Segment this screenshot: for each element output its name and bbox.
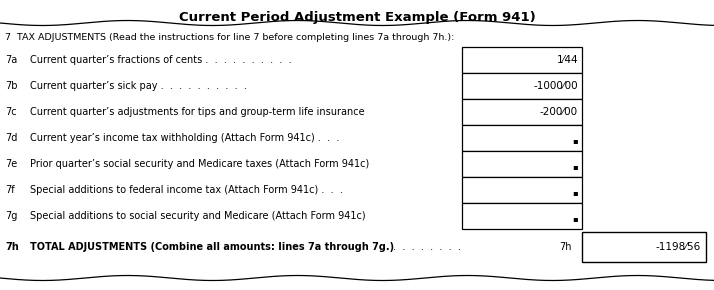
Text: 1⁄44: 1⁄44 — [556, 55, 578, 65]
Bar — [582, 232, 706, 262]
Text: 7a: 7a — [5, 55, 17, 65]
Text: 7f: 7f — [5, 185, 14, 195]
Bar — [462, 73, 582, 99]
Text: 7b: 7b — [5, 81, 18, 91]
Text: 7h: 7h — [560, 242, 572, 252]
Text: Current quarter’s adjustments for tips and group-term life insurance: Current quarter’s adjustments for tips a… — [30, 107, 365, 117]
Bar — [462, 99, 582, 125]
Bar — [462, 151, 582, 177]
Text: Current quarter’s fractions of cents .  .  .  .  .  .  .  .  .  .: Current quarter’s fractions of cents . .… — [30, 55, 295, 65]
Text: ▪: ▪ — [573, 162, 578, 171]
Bar — [462, 47, 582, 73]
Text: Current Period Adjustment Example (Form 941): Current Period Adjustment Example (Form … — [178, 11, 536, 24]
Text: Current year’s income tax withholding (Attach Form 941c) .  .  .: Current year’s income tax withholding (A… — [30, 133, 343, 143]
Text: 7g: 7g — [5, 211, 17, 221]
Text: ▪: ▪ — [573, 215, 578, 224]
Text: 7e: 7e — [5, 159, 17, 169]
Text: Current quarter’s sick pay .  .  .  .  .  .  .  .  .  .: Current quarter’s sick pay . . . . . . .… — [30, 81, 250, 91]
Text: Prior quarter’s social security and Medicare taxes (Attach Form 941c): Prior quarter’s social security and Medi… — [30, 159, 369, 169]
Text: Special additions to social security and Medicare (Attach Form 941c): Special additions to social security and… — [30, 211, 366, 221]
Text: Special additions to federal income tax (Attach Form 941c) .  .  .: Special additions to federal income tax … — [30, 185, 346, 195]
Text: 7h: 7h — [5, 242, 19, 252]
Bar — [462, 177, 582, 203]
Bar — [462, 203, 582, 229]
Text: ▪: ▪ — [573, 188, 578, 197]
Text: -1000⁄00: -1000⁄00 — [533, 81, 578, 91]
Text: TOTAL ADJUSTMENTS (Combine all amounts: lines 7a through 7g.): TOTAL ADJUSTMENTS (Combine all amounts: … — [30, 242, 394, 252]
Text: 7d: 7d — [5, 133, 17, 143]
Text: -1198⁄56: -1198⁄56 — [655, 242, 701, 252]
Text: -200⁄00: -200⁄00 — [540, 107, 578, 117]
Text: .  .  .  .  .  .  .  .: . . . . . . . . — [390, 242, 464, 252]
Text: 7  TAX ADJUSTMENTS (Read the instructions for line 7 before completing lines 7a : 7 TAX ADJUSTMENTS (Read the instructions… — [5, 33, 454, 42]
Text: 7c: 7c — [5, 107, 16, 117]
Bar — [462, 125, 582, 151]
Text: ▪: ▪ — [573, 137, 578, 146]
